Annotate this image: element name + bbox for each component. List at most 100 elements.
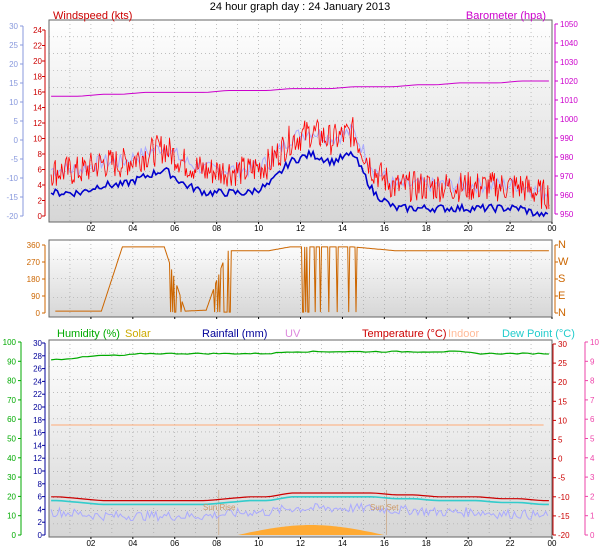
baro-axis-label: 950	[560, 210, 574, 219]
direction-panel	[48, 239, 553, 318]
indoor-label: Indoor	[448, 328, 480, 340]
temperature-label: Temperature (°C)	[362, 328, 446, 340]
x-tick-label: 18	[422, 224, 431, 233]
rain-axis-label: 10	[33, 467, 42, 476]
wind-axis-label: 24	[33, 26, 42, 35]
baro-axis-label: 1020	[560, 77, 578, 86]
x-tick-label: 22	[506, 224, 515, 233]
humidity-axis-label: 30	[7, 473, 16, 482]
temp-axis-label: 20	[558, 378, 567, 387]
rain-axis-label: 8	[38, 480, 43, 489]
temp-axis-label: -5	[558, 474, 566, 483]
uv-axis-label: 9	[590, 357, 595, 366]
wind-axis-label: 0	[38, 212, 43, 221]
solar-area	[237, 525, 385, 535]
compass-axis-label: E	[558, 290, 565, 302]
x-tick-label: 08	[212, 224, 221, 233]
uv-axis-label: 4	[590, 454, 595, 463]
rain-axis-label: 0	[38, 531, 43, 540]
x-tick-label: 02	[86, 539, 95, 548]
compass-axis-label: W	[558, 256, 569, 268]
wind-axis-label: 14	[33, 104, 42, 113]
apparent-axis-label: -20	[6, 212, 18, 221]
uv-axis-label: 5	[590, 435, 595, 444]
x-tick-label: 10	[254, 224, 263, 233]
direction-series	[55, 246, 549, 313]
x-tick-label: 08	[212, 539, 221, 548]
x-tick-label: 20	[464, 539, 473, 548]
wind-axis-label: 10	[33, 135, 42, 144]
apparent-series	[50, 123, 549, 201]
x-tick-label: 02	[86, 224, 95, 233]
temp-axis-label: -10	[558, 493, 570, 502]
wind-axis-label: 8	[38, 150, 43, 159]
humidity-axis-label: 60	[7, 415, 16, 424]
x-tick-label: 06	[170, 224, 179, 233]
baro-axis-label: 980	[560, 153, 574, 162]
rain-axis-label: 24	[33, 377, 42, 386]
humidity-axis-label: 70	[7, 396, 16, 405]
wind-axis-label: 6	[38, 166, 43, 175]
dir-axis-label: 270	[27, 258, 41, 267]
chart-title: 24 hour graph day : 24 January 2013	[210, 1, 390, 13]
wind-axis-label: 16	[33, 88, 42, 97]
windspeed-series	[50, 117, 550, 210]
apparent-axis-label: -10	[6, 174, 18, 183]
temp-axis-label: 5	[558, 436, 563, 445]
uv-axis-label: 2	[590, 492, 595, 501]
data-series	[50, 80, 550, 535]
apparent-axis-label: 15	[9, 79, 18, 88]
rainfall-label: Rainfall (mm)	[202, 328, 267, 340]
barometer-series	[51, 80, 549, 97]
rain-axis-label: 14	[33, 441, 42, 450]
uv-axis-label: 3	[590, 473, 595, 482]
baro-axis-label: 990	[560, 134, 574, 143]
rain-axis-label: 16	[33, 429, 42, 438]
x-tick-label: 00	[548, 539, 557, 548]
temp-axis-label: 30	[558, 340, 567, 349]
x-tick-label: 18	[422, 539, 431, 548]
rain-axis-label: 12	[33, 454, 42, 463]
baro-axis-label: 1000	[560, 115, 578, 124]
compass-axis-label: N	[558, 239, 566, 251]
rain-axis-label: 22	[33, 390, 42, 399]
temp-axis-label: -15	[558, 512, 570, 521]
x-tick-label: 04	[128, 224, 137, 233]
baro-axis-label: 1040	[560, 39, 578, 48]
humidity-axis-label: 100	[3, 338, 17, 347]
humidity-axis-label: 50	[7, 435, 16, 444]
wind-axis-label: 22	[33, 42, 42, 51]
avg-wind-series	[50, 148, 549, 218]
temp-axis-label: 0	[558, 455, 563, 464]
dir-axis-label: 90	[31, 292, 40, 301]
apparent-axis-label: 10	[9, 98, 18, 107]
baro-axis-label: 960	[560, 191, 574, 200]
barometer-axis-label: Barometer (hpa)	[466, 10, 546, 22]
humidity-series	[51, 350, 549, 361]
humidity-label: Humidity (%)	[57, 328, 120, 340]
wind-axis-label: 18	[33, 73, 42, 82]
baro-axis-label: 1050	[560, 20, 578, 29]
x-tick-label: 16	[380, 539, 389, 548]
windspeed-axis-label: Windspeed (kts)	[53, 10, 132, 22]
apparent-axis-label: 20	[9, 60, 18, 69]
x-tick-label: 20	[464, 224, 473, 233]
uv-axis-label: 6	[590, 415, 595, 424]
sunset-label: Sun Set	[370, 503, 399, 512]
x-tick-label: 16	[380, 224, 389, 233]
wind-axis-label: 4	[38, 181, 43, 190]
apparent-axis-label: 0	[14, 136, 19, 145]
baro-axis-label: 970	[560, 172, 574, 181]
dir-axis-label: 360	[27, 241, 41, 250]
rain-axis-label: 6	[38, 493, 43, 502]
apparent-axis-label: -5	[11, 155, 19, 164]
humidity-axis-label: 10	[7, 512, 16, 521]
temp-axis-label: 10	[558, 416, 567, 425]
x-tick-label: 22	[506, 539, 515, 548]
humidity-axis-label: 90	[7, 357, 16, 366]
temperature-series	[51, 492, 549, 502]
baro-axis-label: 1030	[560, 58, 578, 67]
rain-axis-label: 4	[38, 505, 43, 514]
